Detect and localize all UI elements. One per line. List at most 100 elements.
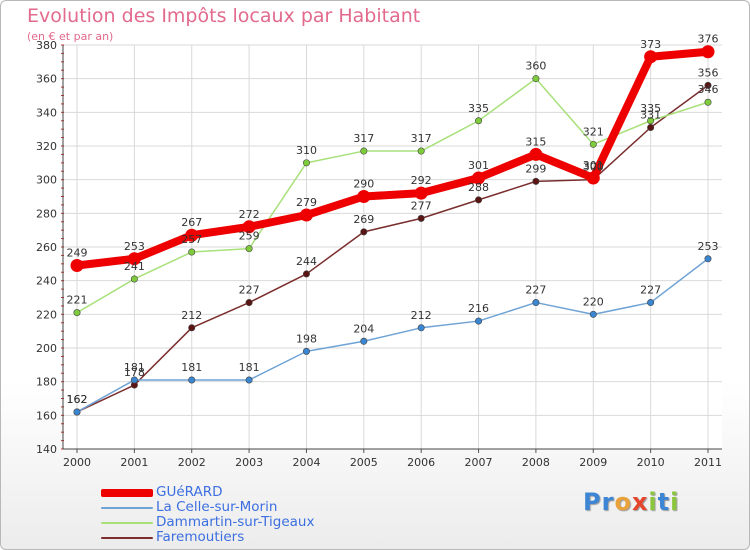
legend-label: La Celle-sur-Morin <box>156 499 278 515</box>
logo-letter: o <box>614 488 632 516</box>
x-tick-label: 2010 <box>637 456 665 469</box>
data-point <box>414 186 428 200</box>
legend-item: GUéRARD <box>101 484 401 500</box>
data-label: 301 <box>583 159 604 172</box>
legend-swatch <box>101 507 153 509</box>
y-tick-label: 360 <box>36 73 57 86</box>
y-tick-label: 160 <box>36 409 57 422</box>
legend-item: Dammartin-sur-Tigeaux <box>101 514 401 530</box>
data-label: 279 <box>296 196 317 209</box>
proxiti-logo: Proxiti <box>583 488 679 516</box>
legend-swatch <box>101 522 153 524</box>
data-label: 181 <box>124 361 145 374</box>
data-label: 227 <box>640 284 661 297</box>
data-point <box>130 376 138 384</box>
data-point <box>242 220 256 234</box>
data-point <box>475 317 483 325</box>
data-point <box>73 309 81 317</box>
x-tick-label: 2009 <box>579 456 607 469</box>
x-tick-label: 2004 <box>292 456 320 469</box>
data-label: 227 <box>525 284 546 297</box>
data-point <box>302 270 310 278</box>
data-label: 241 <box>124 260 145 273</box>
data-point <box>701 45 715 59</box>
data-label: 288 <box>468 181 489 194</box>
data-point <box>532 299 540 307</box>
data-point <box>589 140 597 148</box>
data-point <box>475 117 483 125</box>
data-point <box>417 324 425 332</box>
x-tick-label: 2008 <box>522 456 550 469</box>
data-point <box>704 255 712 263</box>
chart-subtitle: (en € et par an) <box>27 30 114 43</box>
y-tick-label: 340 <box>36 106 57 119</box>
data-point <box>589 310 597 318</box>
data-label: 221 <box>67 294 88 307</box>
logo-letter: x <box>631 488 649 516</box>
y-tick-label: 200 <box>36 342 57 355</box>
legend-label: Faremoutiers <box>156 529 245 545</box>
x-tick-label: 2002 <box>178 456 206 469</box>
y-tick-label: 320 <box>36 140 57 153</box>
logo-letter: i <box>670 488 680 516</box>
chart-title: Evolution des Impôts locaux par Habitant <box>27 5 421 27</box>
data-point <box>644 50 658 64</box>
data-label: 277 <box>411 199 432 212</box>
data-label: 162 <box>67 393 88 406</box>
data-label: 376 <box>698 33 719 46</box>
series-line-3 <box>76 84 709 413</box>
data-label: 216 <box>468 302 489 315</box>
data-point <box>360 228 368 236</box>
y-tick-label: 180 <box>36 376 57 389</box>
data-label: 181 <box>181 361 202 374</box>
x-tick-label: 2001 <box>120 456 148 469</box>
data-label: 269 <box>353 213 374 226</box>
y-tick-label: 220 <box>36 308 57 321</box>
series-line-0 <box>73 47 712 270</box>
data-label: 360 <box>525 60 546 73</box>
data-point <box>647 117 655 125</box>
y-tick-label: 380 <box>36 39 57 52</box>
logo-letter: P <box>583 488 602 516</box>
data-label: 162 <box>67 393 88 406</box>
data-label: 181 <box>239 361 260 374</box>
data-label: 317 <box>411 132 432 145</box>
data-point <box>647 123 655 131</box>
data-point <box>704 81 712 89</box>
data-label: 272 <box>239 208 260 221</box>
data-point <box>245 376 253 384</box>
data-label: 290 <box>353 178 374 191</box>
data-label: 300 <box>583 161 604 174</box>
data-point <box>532 75 540 83</box>
data-point <box>127 252 141 266</box>
x-tick-label: 2006 <box>407 456 435 469</box>
data-point <box>704 98 712 106</box>
data-label: 178 <box>124 366 145 379</box>
data-point <box>472 171 486 185</box>
series-line-2 <box>76 77 709 314</box>
data-label: 257 <box>181 233 202 246</box>
data-label: 373 <box>640 38 661 51</box>
data-point <box>417 214 425 222</box>
data-point <box>647 299 655 307</box>
data-label: 346 <box>698 83 719 96</box>
y-tick-label: 300 <box>36 174 57 187</box>
data-label: 259 <box>239 230 260 243</box>
legend-label: Dammartin-sur-Tigeaux <box>156 514 315 530</box>
data-point <box>188 376 196 384</box>
data-point <box>70 259 84 273</box>
data-point <box>417 147 425 155</box>
data-point <box>532 177 540 185</box>
data-label: 335 <box>468 102 489 115</box>
data-point <box>357 190 371 203</box>
legend-item: La Celle-sur-Morin <box>101 499 401 515</box>
data-label: 317 <box>353 132 374 145</box>
data-label: 310 <box>296 144 317 157</box>
data-point <box>299 208 313 222</box>
x-tick-label: 2007 <box>465 456 493 469</box>
line-chart: 140 160 180 200 220 240 260 280 300 320 340 360 380 2… <box>36 33 722 469</box>
data-label: 204 <box>353 322 374 335</box>
data-point <box>188 248 196 256</box>
data-point <box>529 147 543 161</box>
